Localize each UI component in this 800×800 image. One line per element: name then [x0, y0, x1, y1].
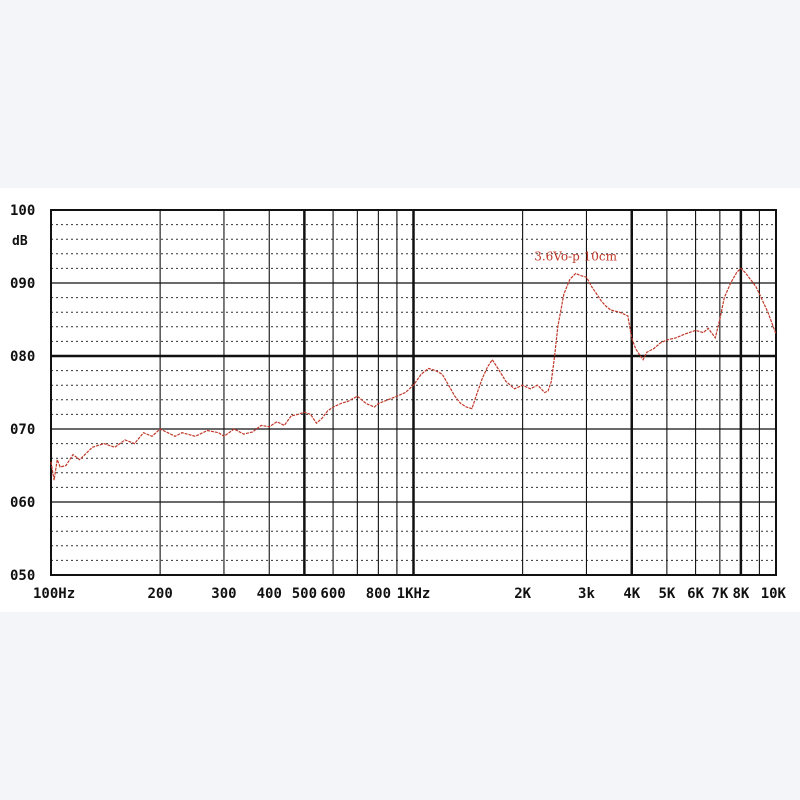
minor-grid [51, 224, 776, 561]
frequency-response-chart: 100 090 080 070 060 050 100Hz 200 300 400 500 600 8… [10, 203, 787, 602]
measurement-condition-annotation: 3.6Vo-p 10cm [534, 249, 617, 263]
y-axis-labels: 100 090 080 070 060 050 [10, 203, 35, 584]
y-tick-label: 060 [10, 495, 35, 511]
chart-panel: 100 090 080 070 060 050 100Hz 200 300 400 500 600 8… [0, 188, 800, 612]
x-tick-label: 5K [658, 586, 675, 602]
series-line [50, 267, 777, 481]
x-tick-label: 10K [761, 586, 787, 602]
y-tick-label: 050 [10, 568, 35, 584]
x-tick-label: 4K [623, 586, 640, 602]
x-tick-label: 7K [711, 586, 728, 602]
y-tick-label: 090 [10, 276, 35, 292]
y-tick-label: 070 [10, 422, 35, 438]
x-tick-label: 800 [366, 586, 391, 602]
y-tick-label: 080 [10, 349, 35, 365]
major-grid [51, 210, 776, 575]
x-tick-label: 300 [211, 586, 236, 602]
x-tick-label: 6K [687, 586, 704, 602]
x-tick-label: 8K [732, 586, 749, 602]
y-axis-unit-label: dB [12, 234, 28, 249]
x-tick-label: 400 [257, 586, 282, 602]
y-tick-label: 100 [10, 203, 35, 219]
x-tick-label: 3k [578, 586, 595, 602]
x-tick-label: 200 [147, 586, 172, 602]
x-tick-label: 500 [292, 586, 317, 602]
plot-frame [50, 209, 777, 576]
x-tick-label: 1KHz [397, 586, 431, 602]
x-tick-label: 600 [320, 586, 345, 602]
x-axis-labels: 100Hz 200 300 400 500 600 800 1KHz 2K 3k 4K 5K 6K 7K 8… [33, 586, 787, 602]
x-tick-label: 100Hz [33, 586, 75, 602]
series-layer [50, 267, 777, 481]
x-tick-label: 2K [514, 586, 531, 602]
